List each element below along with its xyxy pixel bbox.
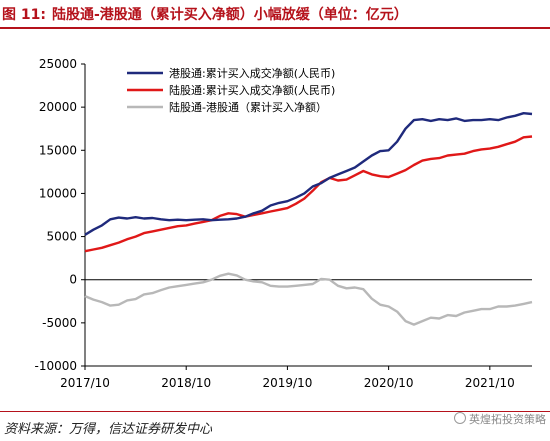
watermark-text: 英煌拓投资策略	[469, 413, 546, 426]
legend-label-northbound: 陆股通:累计买入成交净额(人民币)	[169, 83, 335, 97]
figure-title-text: 陆股通-港股通（累计买入净额）小幅放缓（单位：亿元）	[51, 7, 408, 23]
legend-label-net: 陆股通-港股通（累计买入净额）	[169, 100, 327, 114]
series-line-net	[84, 272, 533, 326]
figure-tag: 图 11:	[2, 7, 46, 23]
y-tick-label: 15000	[39, 143, 77, 157]
x-tick-label: 2017/10	[60, 376, 110, 390]
x-tick-label: 2019/10	[262, 376, 312, 390]
x-tick-label: 2018/10	[161, 376, 211, 390]
source-divider	[0, 411, 550, 412]
legend-label-southbound: 港股通:累计买入成交净额(人民币)	[169, 66, 335, 80]
chart-legend: 港股通:累计买入成交净额(人民币) 陆股通:累计买入成交净额(人民币) 陆股通-港股…	[127, 66, 335, 114]
y-tick-label: 5000	[46, 230, 77, 244]
y-tick-label: 25000	[39, 57, 77, 71]
series-line-northbound	[84, 135, 533, 253]
y-tick-label: -5000	[42, 316, 77, 330]
watermark-logo-icon	[454, 412, 466, 424]
y-tick-label: -10000	[34, 359, 77, 373]
source-note: 资料来源：万得，信达证券研发中心	[4, 422, 213, 437]
y-tick-label: 0	[69, 273, 77, 287]
title-divider	[0, 27, 550, 29]
y-tick-label: 10000	[39, 186, 77, 200]
x-tick-label: 2020/10	[364, 376, 414, 390]
chart-axes: 25000 20000 15000 10000 5000 0 -5000 -10000 2017…	[34, 57, 532, 390]
y-tick-label: 20000	[39, 100, 77, 114]
series-line-southbound	[84, 112, 533, 236]
watermark: 英煌拓投资策略	[454, 411, 546, 427]
figure-title: 图 11: 陆股通-港股通（累计买入净额）小幅放缓（单位：亿元）	[2, 4, 548, 26]
x-tick-label: 2021/10	[465, 376, 515, 390]
line-chart: 25000 20000 15000 10000 5000 0 -5000 -10000 2017…	[34, 57, 533, 390]
chart-series	[84, 112, 533, 326]
